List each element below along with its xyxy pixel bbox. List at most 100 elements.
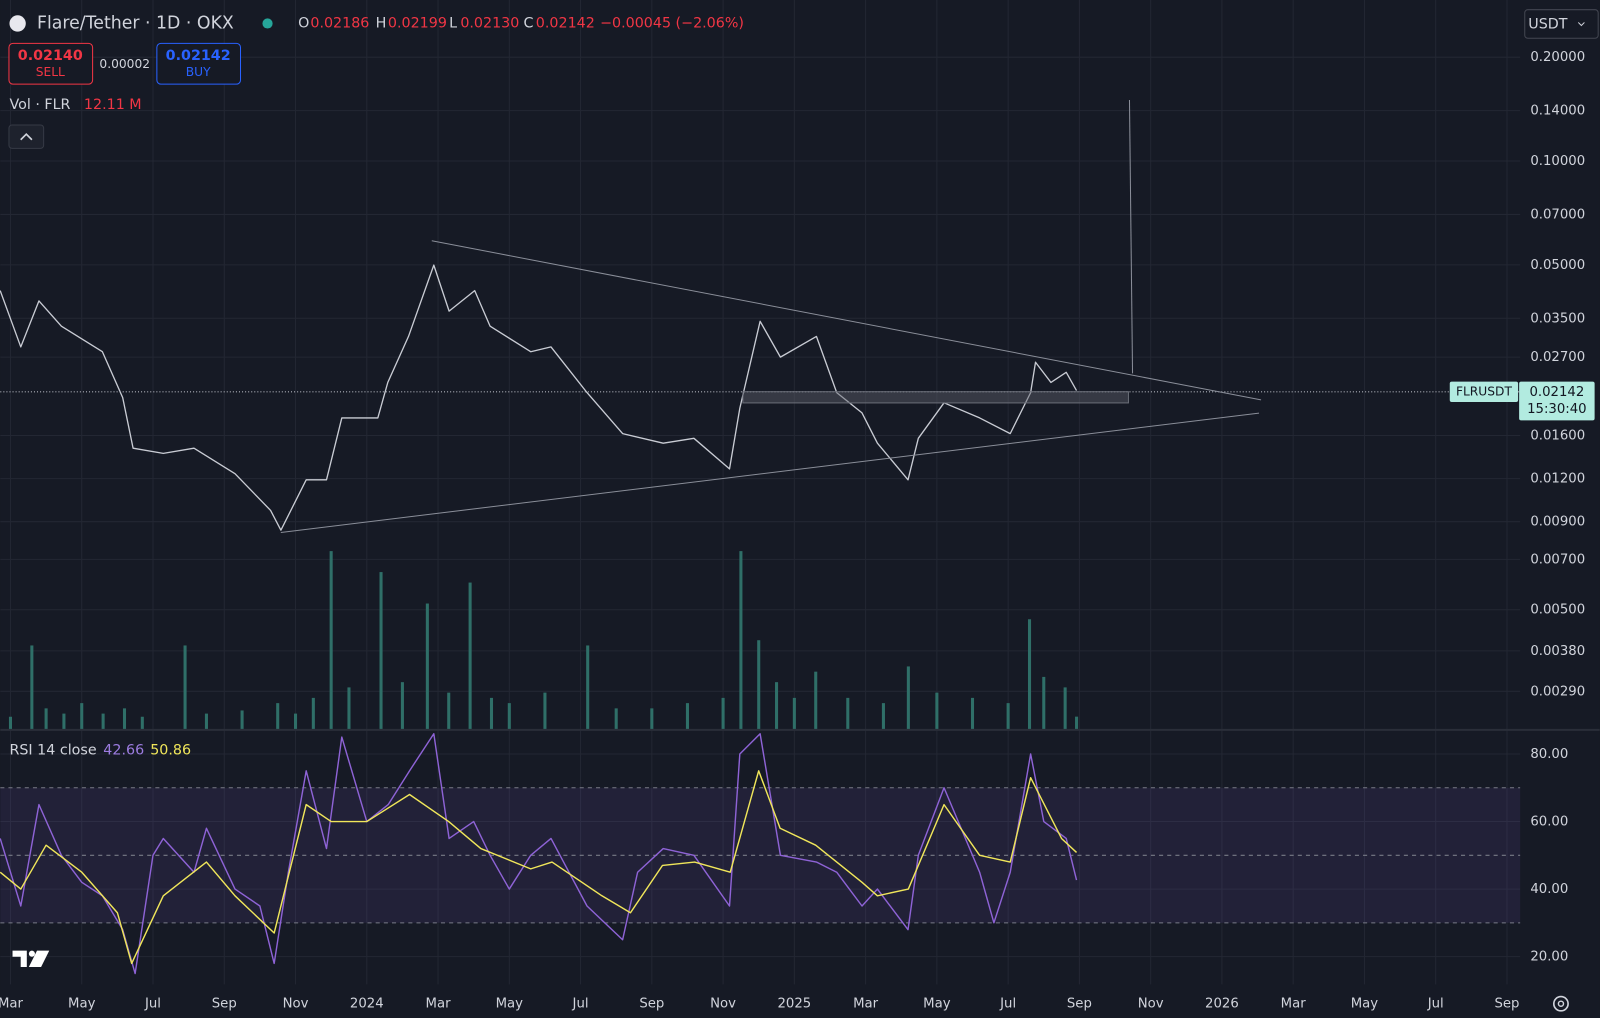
volume-bar (204, 713, 208, 730)
y-tick-label: 0.07000 (1530, 207, 1585, 222)
volume-bar (1063, 687, 1067, 730)
volume-bar (970, 697, 975, 730)
currency-dropdown[interactable]: USDT (1524, 9, 1599, 39)
rsi-line (0, 770, 1078, 965)
y-tick-label: 20.00 (1530, 950, 1568, 965)
trend-line (280, 412, 1260, 533)
x-tick-label: Jul (1427, 997, 1444, 1012)
volume-bar (614, 708, 618, 730)
countdown: 15:30:40 (1527, 402, 1587, 417)
settings-button[interactable] (1552, 995, 1569, 1012)
y-tick-label: 80.00 (1530, 747, 1568, 762)
x-tick-label: Jul (144, 997, 161, 1012)
volume-bar (1006, 703, 1010, 730)
ohlc-label: L (449, 15, 457, 31)
volume-bar (425, 603, 429, 730)
volume-bar (507, 703, 511, 730)
ohlc-value: 0.02130 (460, 15, 519, 31)
rsi-line (0, 733, 1078, 975)
y-tick-label: 0.00500 (1530, 603, 1585, 618)
sell-price: 0.02140 (18, 48, 83, 64)
ohlc-label: C (524, 15, 534, 31)
x-tick-label: Sep (639, 997, 664, 1012)
x-tick-label: Nov (283, 997, 309, 1012)
volume-bar (792, 697, 796, 730)
price-line (0, 264, 1078, 531)
x-tick-label: 2024 (350, 997, 384, 1012)
volume-bar (30, 645, 34, 730)
gear-icon (1552, 995, 1569, 1012)
volume-bar (329, 551, 333, 730)
ohlc-value: 0.02142 (536, 15, 595, 31)
logo-dot (28, 950, 35, 957)
ohlc-value: 0.02186 (310, 15, 369, 31)
buy-button[interactable]: 0.02142 BUY (156, 42, 242, 85)
y-tick-label: 60.00 (1530, 815, 1568, 830)
volume-bar (775, 682, 779, 730)
collapse-box (8, 124, 45, 149)
rsi-ma-value: 50.86 (150, 743, 191, 759)
volume-bar (347, 687, 351, 730)
volume-bar (62, 713, 66, 730)
volume-bar (447, 692, 451, 730)
volume-bar (739, 551, 743, 730)
volume-bar (814, 671, 818, 730)
spread: 0.00002 (99, 57, 150, 71)
drawings (280, 99, 1262, 533)
volume-bar (881, 703, 885, 730)
volume-bar (311, 697, 315, 730)
vertical-line (1128, 99, 1134, 374)
ohlc-value: 0.02199 (388, 15, 447, 31)
gear-center (1557, 1000, 1565, 1007)
volume-title: Vol · FLR (9, 97, 70, 113)
volume-bar (379, 572, 383, 730)
volume-bar (400, 682, 404, 730)
labels-layer: Mar May Jul Sep Nov 2024 Mar May Jul Sep Nov 2025 Ma… (0, 50, 1595, 1012)
x-tick-label: Sep (212, 997, 237, 1012)
x-tick-label: Nov (710, 997, 736, 1012)
volume-bar (468, 582, 472, 730)
volume-bar (1075, 716, 1079, 730)
y-tick-label: 0.00290 (1530, 684, 1585, 699)
volume-bar (846, 697, 850, 730)
volume-bar (80, 703, 84, 730)
trend-line (431, 240, 1262, 401)
sell-button[interactable]: 0.02140 SELL (8, 42, 94, 85)
x-tick-label: Mar (1281, 997, 1307, 1012)
volume-legend-value: 12.11 M (84, 97, 142, 113)
volume-bar (240, 710, 244, 730)
y-tick-label: 0.20000 (1530, 50, 1585, 65)
volume-bar (543, 692, 547, 730)
y-tick-label: 0.00380 (1530, 644, 1585, 659)
symbol-tag: FLRUSDT (1456, 384, 1512, 398)
x-tick-label: May (923, 997, 951, 1012)
sell-box (8, 42, 94, 85)
tradingview-logo (12, 950, 50, 967)
x-tick-label: Mar (0, 997, 24, 1012)
volume-bar (757, 640, 761, 730)
ohlc-label: H (376, 15, 387, 31)
volume-bar (293, 713, 298, 730)
zone (742, 391, 1129, 404)
x-tick-label: May (68, 997, 96, 1012)
volume-bar (650, 708, 654, 730)
volume-bar (276, 703, 280, 730)
x-tick-label: 2025 (777, 997, 811, 1012)
y-tick-label: 40.00 (1530, 882, 1568, 897)
buy-price: 0.02142 (166, 48, 231, 64)
price-tag: 0.02142 (1529, 385, 1584, 400)
y-tick-label: 0.01600 (1530, 429, 1585, 444)
volume-bar (183, 645, 187, 730)
volume-bar (8, 716, 13, 730)
grid-layer (0, 0, 1521, 985)
x-tick-label: May (1351, 997, 1379, 1012)
volume-bar (935, 692, 939, 730)
collapse-button[interactable] (8, 124, 45, 149)
volume-bar (1042, 676, 1046, 730)
volume-bar (906, 666, 910, 730)
symbol-icon (9, 15, 26, 32)
rsi-value: 42.66 (103, 743, 144, 759)
